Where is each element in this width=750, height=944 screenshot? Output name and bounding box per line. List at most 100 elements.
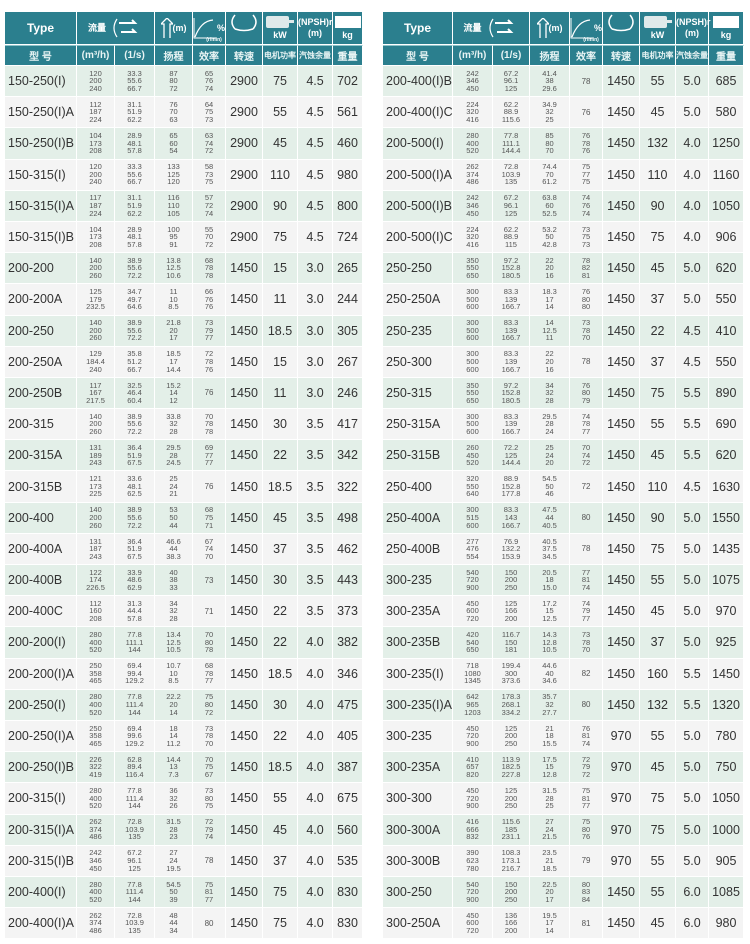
efficiency-value: 78 [581, 138, 591, 148]
power-cell: 55 [640, 876, 677, 909]
head-value: 15 [545, 762, 554, 772]
flow-m3h-cell: 117 167 217.5 [77, 377, 115, 410]
power-cell: 75 [640, 377, 677, 410]
head-value: 85 [545, 131, 554, 141]
model-cell: 200-250A [5, 346, 77, 378]
flow-m3h-value: 262 [89, 910, 102, 920]
efficiency-cell: 76 [193, 377, 227, 410]
head-cell: 13.4 12.5 10.5 [155, 627, 194, 659]
efficiency-value: 73 [204, 786, 214, 796]
flow-m3h-cell: 140 200 260 [77, 315, 115, 347]
head-value: 54.5 [542, 474, 557, 484]
model-cell: 200-500(I)C [383, 221, 453, 254]
flow-ls-value: 51.9 [127, 450, 142, 460]
npsh-cell: 4.0 [298, 908, 334, 940]
efficiency-cell: 68 78 77 [193, 658, 227, 690]
weight-cell: 443 [333, 565, 364, 597]
flow-ls-value: 129.2 [125, 676, 144, 686]
table-row: 300-235A 450 600 720 125 166 200 17.2 15 12.5 74 79… [383, 596, 745, 628]
flow-m3h-value: 600 [466, 426, 479, 436]
table-row: 200-500(I) 280 400 520 77.8 111.1 144.4 85 80 70 7… [383, 128, 745, 160]
weight-cell: 1550 [709, 502, 745, 534]
head-value: 105 [167, 208, 180, 218]
head-value: 33 [169, 582, 178, 592]
head-value: 38 [545, 76, 554, 86]
efficiency-value: 67 [204, 536, 214, 546]
head-value: 46.6 [166, 536, 181, 546]
npsh-cell: 5.0 [676, 627, 710, 659]
table-row: 300-300A 416 666 832 115.6 185 231.1 27 24 21.5 75… [383, 814, 745, 846]
table-row: 200-400(I) 280 400 520 77.8 111.4 144 54.5 50 39 7… [5, 876, 364, 909]
flow-ls-value: 143 [504, 512, 518, 522]
head-value: 32 [545, 107, 554, 117]
flow-ls-value: 144 [128, 894, 141, 904]
npsh-cell: 4.5 [676, 346, 710, 378]
efficiency-cell: 68 75 71 [193, 502, 227, 534]
flow-m3h-value: 217.5 [86, 395, 105, 405]
flow-m3h-value: 226 [89, 754, 102, 764]
flow-ls-value: 66.7 [127, 364, 142, 374]
table-row: 150-315(I)B 104 173 208 28.9 48.1 57.8 100 95 91 5… [5, 221, 364, 254]
power-cell: 55 [640, 845, 677, 877]
npsh-cell: 4.5 [676, 315, 710, 347]
flow-ls-value: 31.3 [127, 598, 142, 608]
model-cell: 250-400A [383, 502, 453, 534]
head-value: 91 [169, 239, 178, 249]
power-cell: 45 [640, 908, 677, 940]
flow-ls-subheader: (1/s) [493, 45, 531, 66]
rotation-icon [231, 14, 257, 32]
table-row: 250-315B 260 450 520 72.2 125 144.4 25 24 20 70 74 7… [383, 440, 745, 472]
table-row: 200-250 140 200 260 38.9 55.6 72.2 21.8 20 17 73 79… [5, 315, 364, 347]
model-cell: 150-250(I)A [5, 97, 77, 129]
flow-ls-cell: 33.9 48.6 62.9 [115, 565, 156, 597]
flow-ls-value: 72.2 [127, 426, 142, 436]
efficiency-cell: 78 [193, 845, 227, 877]
flow-m3h-cell: 129 184.4 240 [77, 346, 115, 378]
efficiency-cell: 80 [570, 689, 604, 721]
flow-ls-value: 89.4 [127, 762, 142, 772]
table-row: 250-400B 277 476 554 76.9 132.2 153.9 40.5 37.5 3… [383, 533, 745, 565]
efficiency-value: 75 [204, 879, 214, 889]
weight-cell: 1050 [709, 190, 745, 222]
model-cell: 150-315(I) [5, 159, 77, 191]
speed-cell: 1450 [226, 876, 264, 909]
flow-ls-value: 250 [504, 894, 518, 904]
table-row: 200-400(I)B 242 346 450 67.2 96.1 125 41.4 38 29.… [383, 66, 745, 98]
npsh-cell: 5.5 [676, 377, 710, 410]
weight-cell: 620 [709, 253, 745, 285]
weight-cell: 405 [333, 720, 364, 753]
head-value: 61.2 [542, 177, 557, 187]
flow-ls-value: 67.2 [503, 193, 519, 203]
flow-ls-value: 28.9 [127, 224, 142, 234]
table-row: 150-250(I) 120 200 240 33.3 55.6 66.7 87 80 72 65 7… [5, 66, 364, 98]
efficiency-value: 77 [581, 614, 591, 624]
efficiency-value: 78 [581, 544, 591, 554]
head-value: 17 [169, 333, 178, 343]
npsh-cell: 3.0 [298, 377, 334, 410]
efficiency-value: 76 [204, 388, 214, 398]
power-cell: 37 [640, 627, 677, 659]
speed-cell: 970 [603, 752, 641, 784]
head-value: 29.5 [166, 442, 181, 452]
flow-m3h-value: 900 [466, 738, 479, 748]
head-value: 125 [167, 169, 180, 179]
table-row: 200-315(I)B 242 346 450 67.2 96.1 125 27 24 19.5 7… [5, 845, 364, 877]
weight-cell: 550 [709, 346, 745, 378]
flow-ls-value: 111.4 [125, 700, 144, 710]
head-value: 24 [169, 855, 178, 865]
npsh-cell: 5.0 [676, 752, 710, 784]
flow-m3h-value: 515 [466, 512, 479, 522]
flow-m3h-cell: 140 200 260 [77, 253, 115, 285]
flow-m3h-value: 400 [466, 138, 479, 148]
flow-m3h-value: 280 [466, 131, 479, 141]
efficiency-value: 72 [581, 754, 591, 764]
flow-ls-value: 111.4 [125, 887, 144, 897]
efficiency-value: 74 [581, 411, 591, 421]
flow-m3h-cell: 420 540 650 [453, 627, 493, 659]
flow-m3h-value: 280 [89, 786, 102, 796]
efficiency-value: 77 [581, 426, 591, 436]
npsh-label: (NPSH)r [676, 17, 711, 27]
flow-m3h-cell: 450 600 720 [453, 908, 493, 940]
head-cell: 65 60 54 [155, 128, 194, 160]
speed-cell: 1450 [226, 533, 264, 565]
